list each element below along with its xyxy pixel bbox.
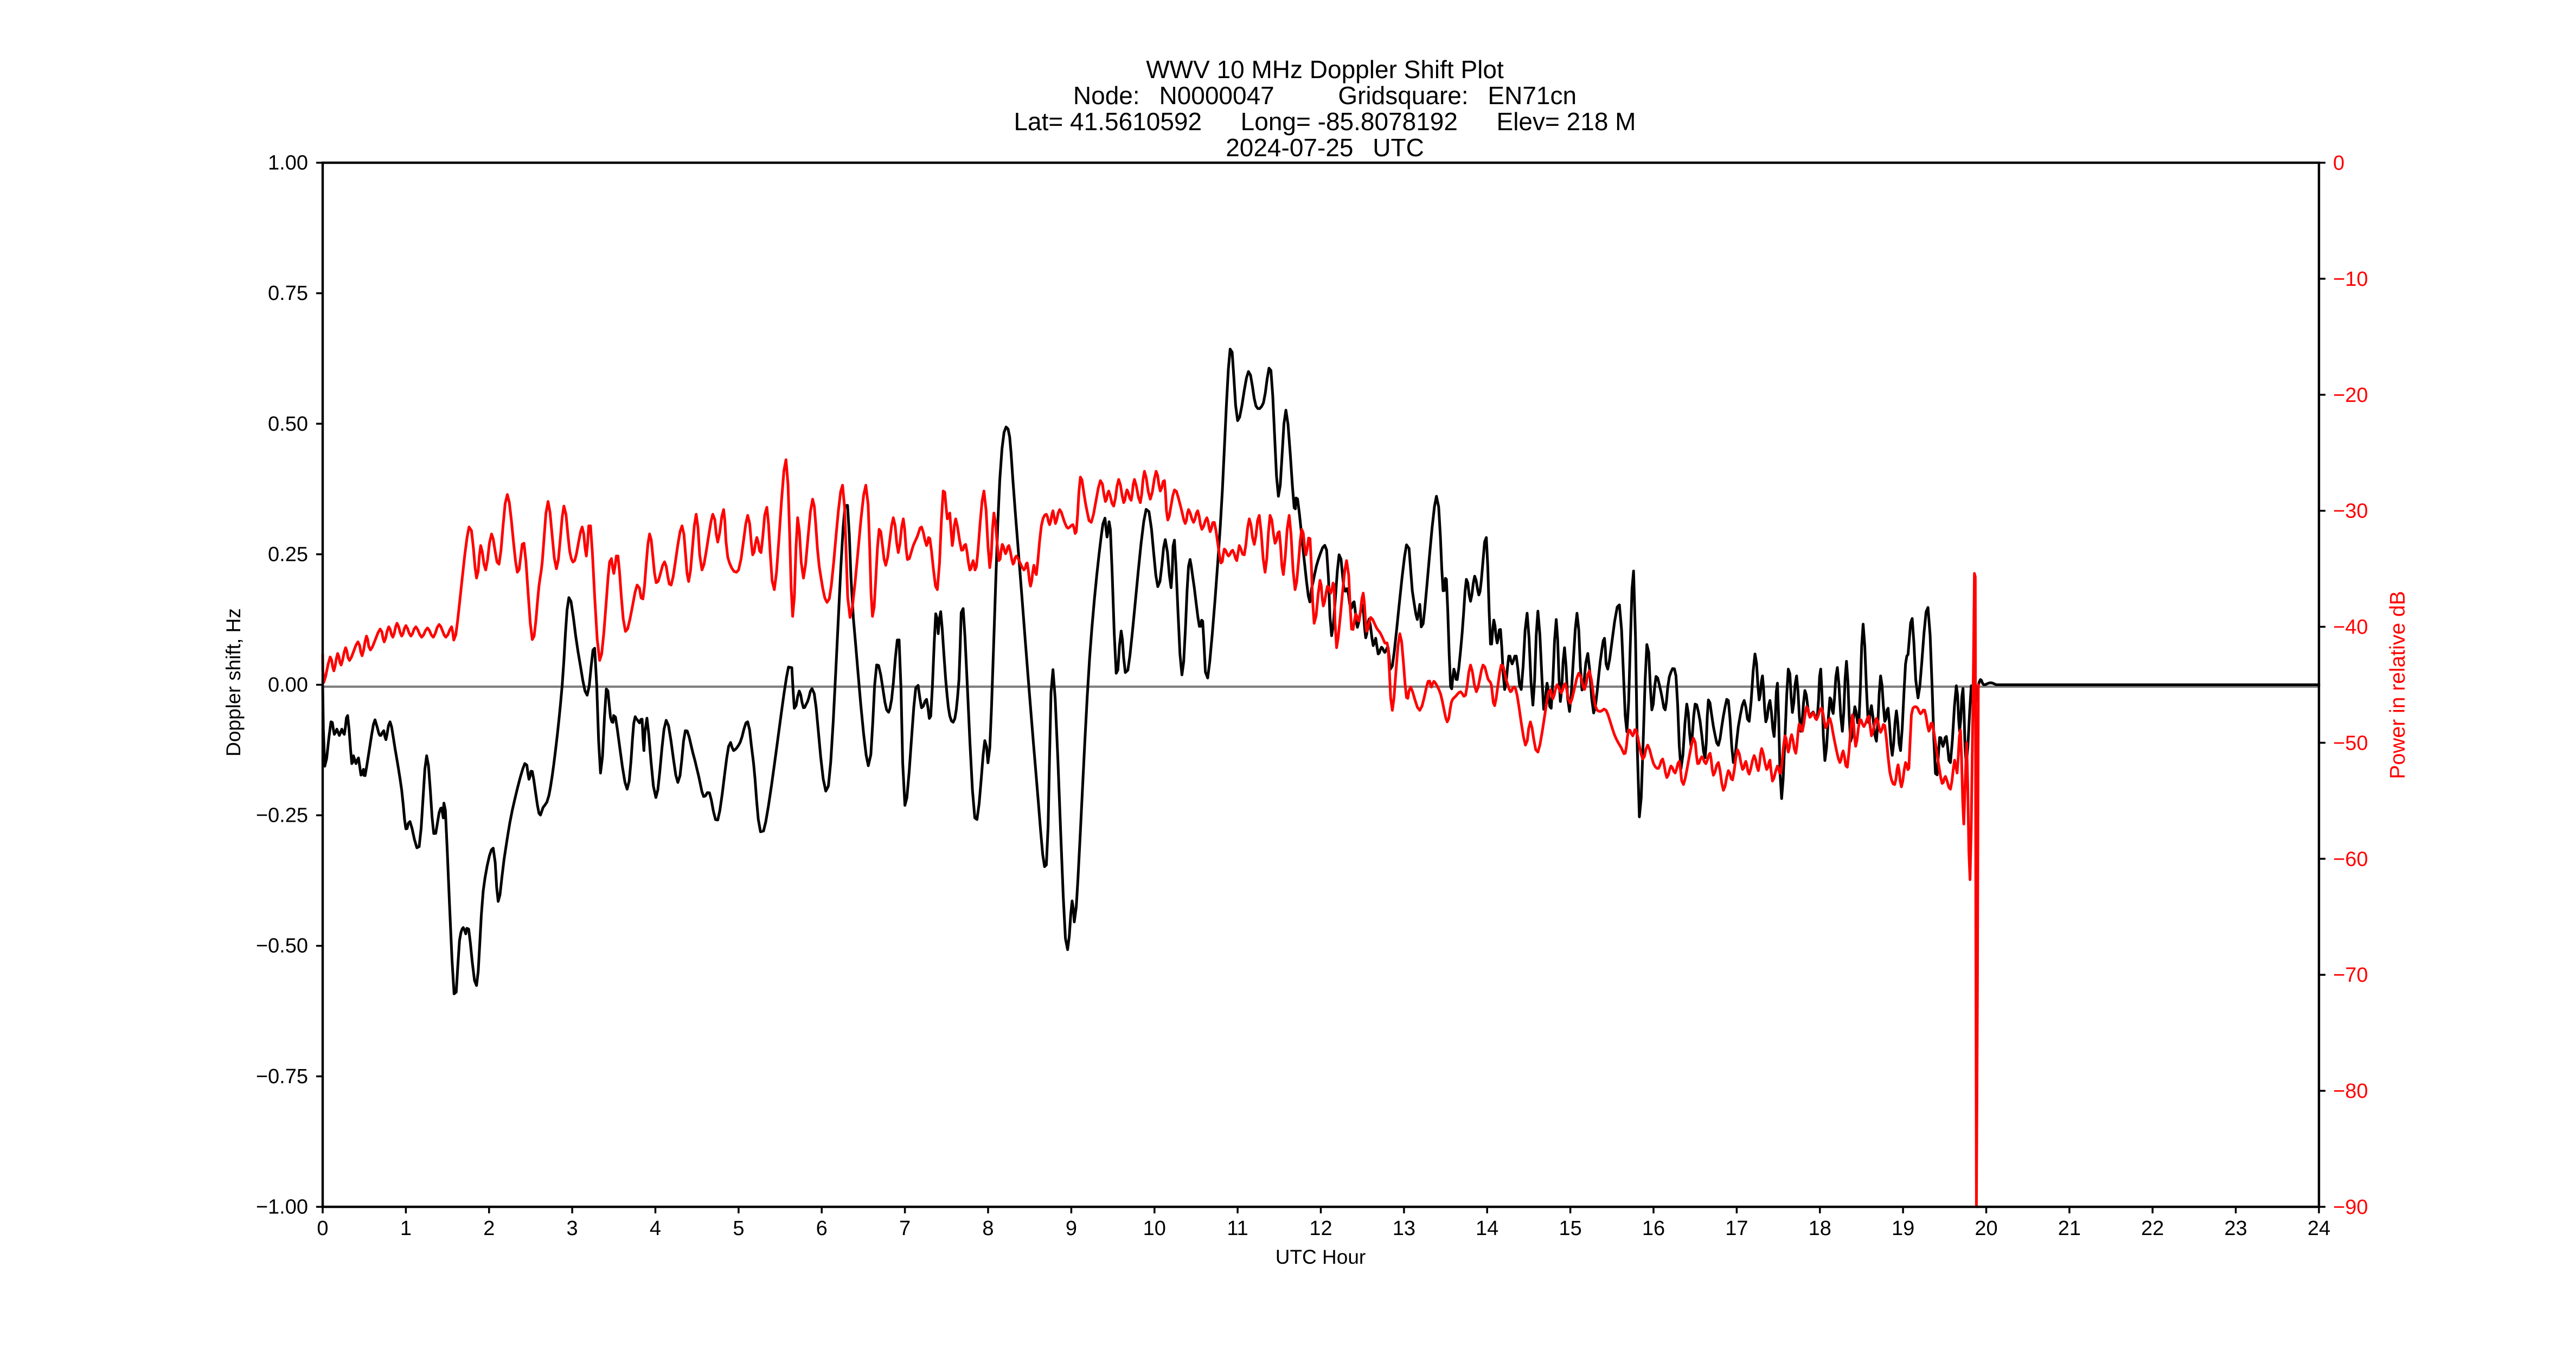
svg-text:13: 13 [1393,1217,1415,1240]
svg-text:3: 3 [567,1217,578,1240]
svg-text:15: 15 [1559,1217,1581,1240]
svg-text:−10: −10 [2333,268,2368,291]
svg-text:14: 14 [1476,1217,1498,1240]
svg-text:Power in relative dB: Power in relative dB [2386,591,2410,779]
svg-text:0: 0 [317,1217,328,1240]
svg-text:9: 9 [1066,1217,1077,1240]
svg-text:−80: −80 [2333,1080,2368,1103]
svg-text:20: 20 [1975,1217,1997,1240]
svg-text:12: 12 [1309,1217,1332,1240]
svg-text:0.50: 0.50 [268,413,308,436]
svg-text:1: 1 [400,1217,412,1240]
svg-text:−0.50: −0.50 [256,935,308,957]
svg-text:4: 4 [650,1217,661,1240]
svg-text:22: 22 [2141,1217,2164,1240]
svg-text:8: 8 [982,1217,994,1240]
svg-text:24: 24 [2308,1217,2330,1240]
svg-text:−30: −30 [2333,500,2368,523]
svg-text:Doppler shift, Hz: Doppler shift, Hz [222,608,245,757]
svg-text:7: 7 [899,1217,911,1240]
svg-text:2024-07-25 UTC: 2024-07-25 UTC [1226,133,1424,162]
svg-text:−60: −60 [2333,848,2368,871]
svg-text:WWV 10 MHz Doppler Shift Plot: WWV 10 MHz Doppler Shift Plot [1146,55,1504,84]
svg-text:Node: N0000047 Gridsquare:: Node: N0000047 Gridsquare: EN71cn [1073,81,1577,110]
svg-text:−50: −50 [2333,732,2368,754]
svg-text:0.75: 0.75 [268,282,308,305]
svg-text:Lat= 41.5610592 Long= -85.8: Lat= 41.5610592 Long= -85.8078192 Elev= … [1014,107,1636,136]
svg-text:5: 5 [733,1217,744,1240]
svg-text:18: 18 [1809,1217,1831,1240]
svg-text:UTC Hour: UTC Hour [1276,1246,1366,1268]
svg-text:−40: −40 [2333,616,2368,639]
svg-text:−20: −20 [2333,384,2368,407]
svg-text:−90: −90 [2333,1196,2368,1219]
svg-text:−0.75: −0.75 [256,1065,308,1088]
svg-text:0: 0 [2333,152,2344,175]
svg-text:−0.25: −0.25 [256,804,308,827]
svg-text:0.25: 0.25 [268,543,308,566]
svg-text:23: 23 [2224,1217,2247,1240]
svg-text:1.00: 1.00 [268,152,308,175]
svg-text:17: 17 [1725,1217,1748,1240]
svg-text:6: 6 [816,1217,828,1240]
svg-text:21: 21 [2058,1217,2081,1240]
svg-text:11: 11 [1227,1217,1248,1240]
svg-text:19: 19 [1892,1217,1914,1240]
svg-text:16: 16 [1642,1217,1665,1240]
svg-text:−1.00: −1.00 [256,1196,308,1219]
svg-text:0.00: 0.00 [268,674,308,696]
svg-text:10: 10 [1143,1217,1166,1240]
svg-text:2: 2 [483,1217,495,1240]
svg-text:−70: −70 [2333,964,2368,987]
